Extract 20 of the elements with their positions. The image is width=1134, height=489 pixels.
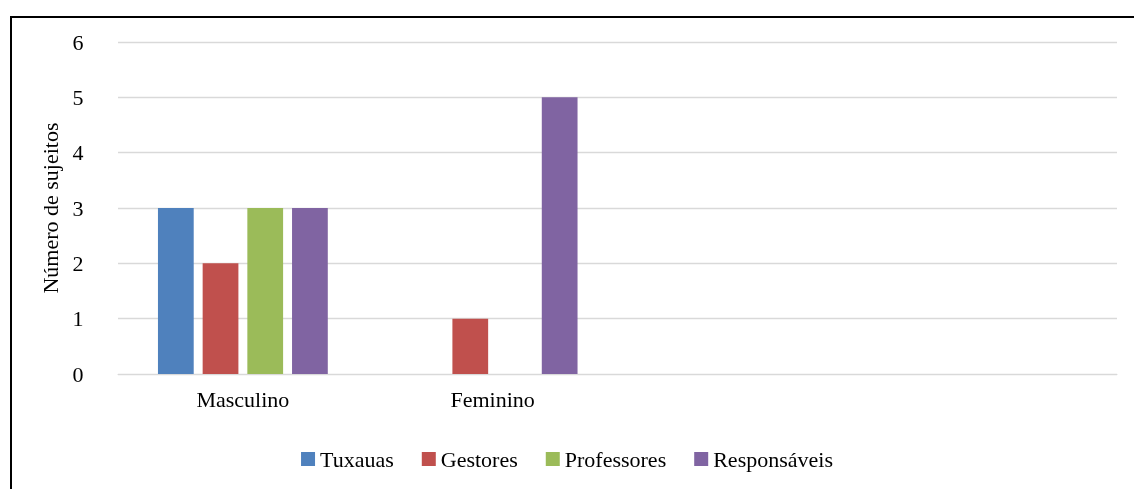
bar xyxy=(292,208,328,374)
legend-label: Responsáveis xyxy=(713,446,833,472)
legend-label: Gestores xyxy=(440,446,518,472)
y-tick-label: 1 xyxy=(72,306,84,332)
x-tick-label: Feminino xyxy=(450,386,535,412)
bar xyxy=(247,208,284,374)
y-tick-label: 6 xyxy=(72,29,84,55)
legend-label: Tuxauas xyxy=(320,446,394,472)
x-tick-label: Masculino xyxy=(196,386,290,412)
y-tick-label: 2 xyxy=(72,250,84,276)
bar xyxy=(452,318,489,374)
y-tick-label: 3 xyxy=(72,195,84,221)
y-tick-label: 0 xyxy=(72,361,84,387)
y-tick-label: 4 xyxy=(72,140,84,166)
bar xyxy=(202,263,239,374)
y-tick-label: 5 xyxy=(72,84,84,110)
bar xyxy=(157,208,194,374)
bar xyxy=(541,97,578,374)
y-axis-title: Número de sujeitos xyxy=(38,122,64,294)
legend-label: Professores xyxy=(564,446,667,472)
